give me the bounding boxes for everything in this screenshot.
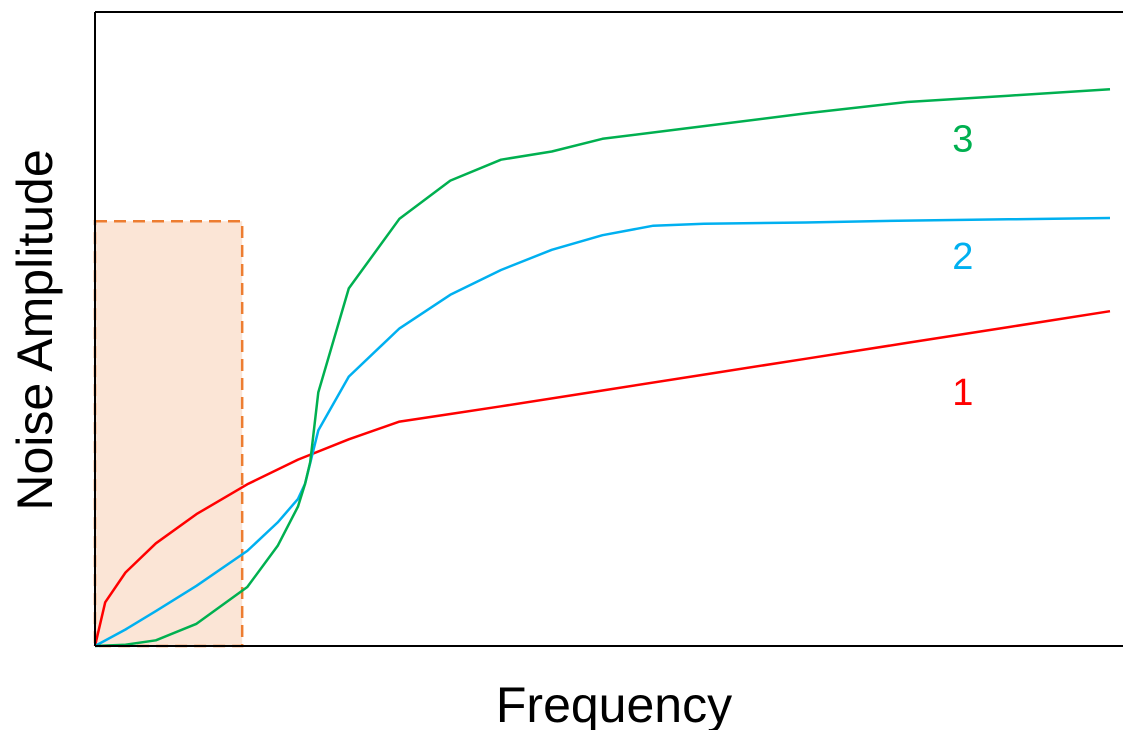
x-axis-title: Frequency (496, 677, 732, 730)
series-label-2: 2 (952, 236, 973, 278)
series-line-2 (94, 216, 1111, 648)
axes (94, 11, 1123, 647)
highlight-region (93, 219, 244, 648)
series-line-3 (94, 88, 1111, 648)
series-label-1: 1 (952, 372, 973, 414)
series-layer (93, 88, 1111, 648)
y-axis-title: Noise Amplitude (7, 149, 63, 510)
series-label-3: 3 (952, 118, 973, 160)
highlight-region-layer (93, 219, 244, 648)
series-line-1 (93, 309, 1111, 647)
series-labels: 3 2 1 (952, 118, 973, 414)
